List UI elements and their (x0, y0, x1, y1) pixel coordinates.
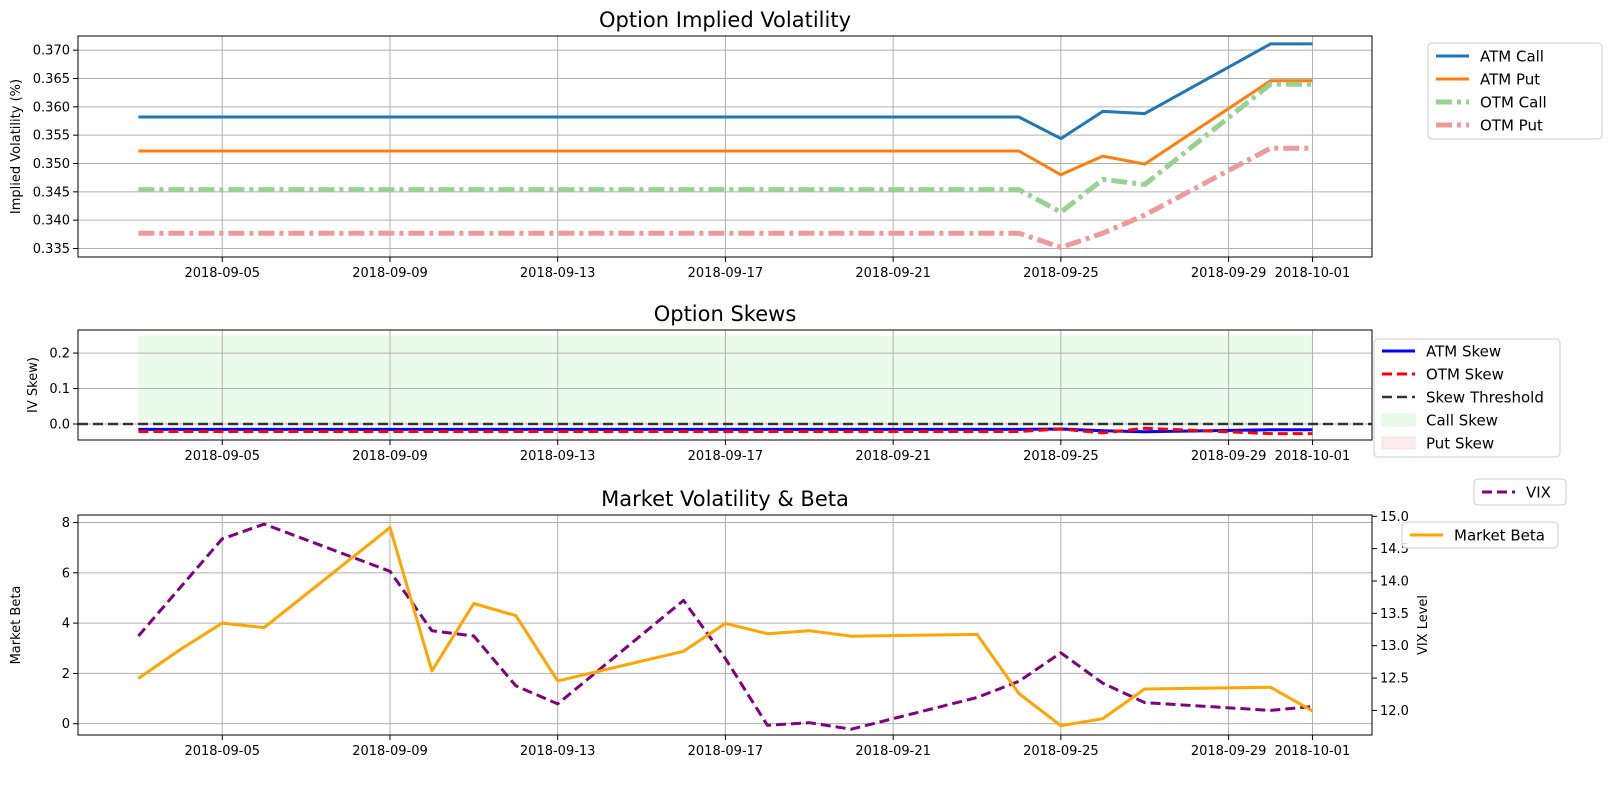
legend-label: OTM Skew (1426, 366, 1504, 384)
plot-frame (77, 514, 1373, 736)
legend-beta-frame (1401, 521, 1559, 549)
series-market-beta (137, 526, 1314, 728)
x-tick-label: 2018-09-21 (855, 449, 931, 464)
y-tick-label: 0.2 (49, 347, 70, 362)
legend-swatch (1381, 413, 1416, 427)
y-tick-label: 0.355 (33, 129, 70, 144)
panel-skew: 2018-09-05 2018-09-09 2018-09-13 2018-09-17… (26, 302, 1373, 464)
x-tick-label: 2018-09-13 (520, 744, 596, 759)
legend-label: VIX (1526, 484, 1551, 502)
y-axis-label: Market Beta (9, 586, 24, 665)
y-right-tick-label: 12.5 (1380, 672, 1409, 687)
x-tick-label: 2018-09-29 (1191, 744, 1267, 759)
y-axis-label: Implied Volatility (%) (9, 79, 24, 214)
y-tick-label: 0.335 (33, 242, 70, 257)
y-right-tick-label: 12.0 (1380, 704, 1409, 719)
legend-label: Call Skew (1426, 412, 1498, 430)
series-otm-skew (138, 426, 1313, 436)
y-right-axis-label: VIX Level (1416, 595, 1431, 655)
y-tick-label: 2 (62, 667, 70, 682)
legend-label: ATM Skew (1426, 343, 1501, 361)
series-line-atm-put (138, 79, 1313, 177)
series-line-market-beta (137, 526, 1314, 728)
plot-frame (77, 35, 1373, 258)
y-tick-label: 8 (62, 516, 70, 531)
x-tick-label: 2018-09-21 (855, 266, 931, 281)
y-tick-label: 6 (62, 566, 70, 581)
series-otm-put (138, 145, 1313, 250)
legend-skew: ATM Skew OTM Skew Skew Threshold Call Skew P… (1373, 338, 1561, 458)
series-line-otm-skew (138, 426, 1313, 436)
y-right-tick-label: 13.0 (1380, 639, 1409, 654)
x-tick-label: 2018-09-05 (184, 744, 260, 759)
y-tick-label: 0.1 (49, 382, 70, 397)
y-tick-label: 0.360 (33, 100, 70, 115)
x-tick-label: 2018-09-13 (520, 449, 596, 464)
legend-label: Skew Threshold (1426, 389, 1544, 407)
x-tick-label: 2018-09-09 (352, 744, 428, 759)
series-line-otm-put (138, 145, 1313, 250)
y-tick-label: 0.345 (33, 185, 70, 200)
series-line-otm-call (138, 81, 1313, 215)
chart-title: Market Volatility & Beta (601, 487, 849, 511)
legend-iv: ATM Call ATM Put OTM Call OTM Put (1427, 42, 1603, 140)
legend-vix-frame (1473, 478, 1567, 506)
legend-label: ATM Put (1480, 71, 1540, 89)
y-tick-label: 0 (62, 717, 70, 732)
x-tick-label: 2018-09-29 (1191, 449, 1267, 464)
x-tick-label: 2018-09-05 (184, 266, 260, 281)
y-tick-label: 4 (62, 617, 70, 632)
legend-vix: VIX (1473, 478, 1567, 506)
y-right-tick-label: 13.5 (1380, 607, 1409, 622)
x-tick-label: 2018-09-21 (855, 744, 931, 759)
x-tick-label: 2018-09-13 (520, 266, 596, 281)
series-line-atm-skew (138, 427, 1313, 434)
chart-title: Option Skews (654, 302, 797, 326)
y-tick-label: 0.340 (33, 214, 70, 229)
panel-market: 2018-09-05 2018-09-09 2018-09-13 2018-09-17… (9, 487, 1431, 759)
plot-frame (77, 329, 1373, 441)
legend-swatch (1381, 436, 1416, 450)
series-line-atm-call (138, 42, 1313, 141)
legend-label: OTM Call (1480, 94, 1547, 112)
x-tick-label: 2018-09-17 (688, 744, 764, 759)
y-tick-label: 0.0 (49, 418, 70, 433)
legend-beta: Market Beta (1401, 521, 1559, 549)
series-atm-skew (138, 427, 1313, 434)
x-tick-label: 2018-10-01 (1275, 744, 1351, 759)
legend-skew-frame (1373, 338, 1561, 458)
x-tick-label: 2018-09-29 (1191, 266, 1267, 281)
series-atm-put (138, 79, 1313, 177)
x-tick-label: 2018-10-01 (1275, 266, 1351, 281)
y-tick-label: 0.365 (33, 72, 70, 87)
x-tick-label: 2018-09-25 (1023, 266, 1099, 281)
y-tick-label: 0.370 (33, 44, 70, 59)
x-tick-label: 2018-10-01 (1275, 449, 1351, 464)
chart-title: Option Implied Volatility (599, 8, 851, 32)
series-otm-call (138, 81, 1313, 215)
x-tick-label: 2018-09-17 (688, 449, 764, 464)
y-right-tick-label: 15.0 (1380, 510, 1409, 525)
legend-iv-frame (1427, 42, 1603, 140)
y-right-tick-label: 14.0 (1380, 575, 1409, 590)
legend-label: OTM Put (1480, 117, 1543, 135)
x-tick-label: 2018-09-25 (1023, 744, 1099, 759)
x-tick-label: 2018-09-25 (1023, 449, 1099, 464)
legend-label: ATM Call (1480, 48, 1544, 66)
x-tick-label: 2018-09-09 (352, 449, 428, 464)
panel-iv: 2018-09-05 2018-09-09 2018-09-13 2018-09-17… (9, 8, 1373, 281)
x-tick-label: 2018-09-09 (352, 266, 428, 281)
y-tick-label: 0.350 (33, 157, 70, 172)
legend-label: Put Skew (1426, 435, 1494, 453)
x-tick-label: 2018-09-05 (184, 449, 260, 464)
series-line-vix (137, 522, 1313, 731)
x-tick-label: 2018-09-17 (688, 266, 764, 281)
series-vix (137, 522, 1313, 731)
y-right-tick-label: 14.5 (1380, 542, 1409, 557)
legend-label: Market Beta (1454, 527, 1545, 545)
series-atm-call (138, 42, 1313, 141)
y-axis-label: IV Skew) (26, 357, 41, 413)
